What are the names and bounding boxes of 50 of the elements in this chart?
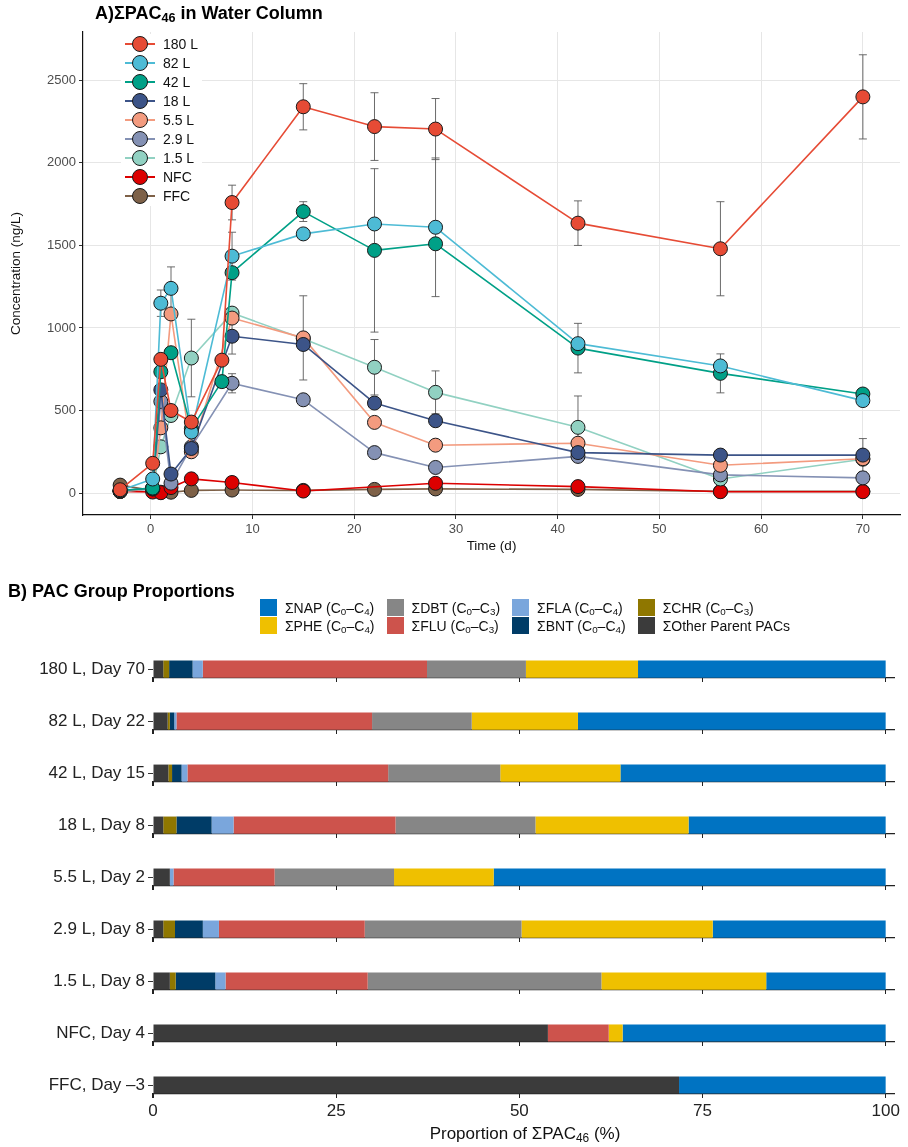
y-tick-label: 1500 (47, 237, 76, 253)
y-tick-label: 18 L, Day 8 (58, 814, 145, 834)
y-tick-label: 2.9 L, Day 8 (53, 918, 145, 938)
y-tick-label: FFC, Day –3 (48, 1074, 145, 1094)
legend-label: 2.9 L (163, 131, 195, 147)
x-tick-label: 0 (147, 521, 155, 537)
chart-title: A)ΣPAC$_{46}$ in Water Column (95, 3, 323, 26)
y-tick-label: 2000 (47, 154, 76, 170)
x-tick-label: 75 (693, 1101, 712, 1121)
y-tick-label: 180 L, Day 70 (39, 658, 145, 678)
y-tick-label: 1000 (47, 319, 76, 335)
y-tick-label: 5.5 L, Day 2 (53, 866, 145, 886)
legend-label: ΣFLA (C$_{0}$–C$_{4}$) (537, 599, 623, 617)
x-tick-label: 70 (855, 521, 871, 537)
y-tick-label: NFC, Day 4 (56, 1022, 145, 1042)
x-tick-label: 50 (652, 521, 667, 537)
x-tick-label: 50 (509, 1101, 529, 1121)
x-axis-title: Time (d) (466, 538, 517, 553)
x-tick-label: 100 (871, 1101, 900, 1121)
legend-label: 5.5 L (163, 112, 195, 128)
legend-label: ΣNAP (C$_{0}$–C$_{4}$) (284, 599, 375, 617)
legend-label: FFC (163, 188, 191, 204)
y-tick-label: 82 L, Day 22 (48, 710, 145, 730)
y-tick-label: 1.5 L, Day 8 (53, 970, 145, 990)
chart-title: B) PAC Group Proportions (8, 581, 235, 602)
x-tick-label: 30 (448, 521, 464, 537)
legend-label: ΣCHR (C$_{0}$–C$_{3}$) (662, 599, 754, 617)
x-tick-label: 40 (550, 521, 565, 537)
y-tick-label: 42 L, Day 15 (48, 762, 145, 782)
legend-label: ΣOther Parent PACs (662, 617, 791, 634)
x-tick-label: 20 (346, 521, 362, 537)
legend-label: 82 L (163, 55, 191, 71)
x-tick-label: 10 (245, 521, 260, 537)
x-axis-title: Proportion of ΣPAC$_{46}$ (%) (429, 1124, 621, 1145)
y-axis-title: Concentration (ng/L) (7, 211, 23, 336)
legend-label: ΣPHE (C$_{0}$–C$_{4}$) (284, 617, 375, 635)
legend-label: ΣDBT (C$_{0}$–C$_{3}$) (411, 599, 501, 617)
y-tick-label: 500 (54, 402, 76, 418)
x-tick-label: 25 (326, 1101, 346, 1121)
legend-label: 18 L (163, 93, 191, 109)
y-tick-label: 0 (68, 484, 76, 500)
legend-label: ΣBNT (C$_{0}$–C$_{4}$) (537, 617, 626, 635)
legend-label: 42 L (163, 74, 191, 90)
x-tick-label: 60 (753, 521, 769, 537)
legend-label: NFC (163, 169, 192, 185)
legend-label: 180 L (163, 36, 199, 52)
legend-label: 1.5 L (163, 150, 195, 166)
y-tick-label: 2500 (47, 71, 76, 87)
legend-label: ΣFLU (C$_{0}$–C$_{3}$) (411, 617, 499, 635)
x-tick-label: 0 (148, 1101, 158, 1121)
